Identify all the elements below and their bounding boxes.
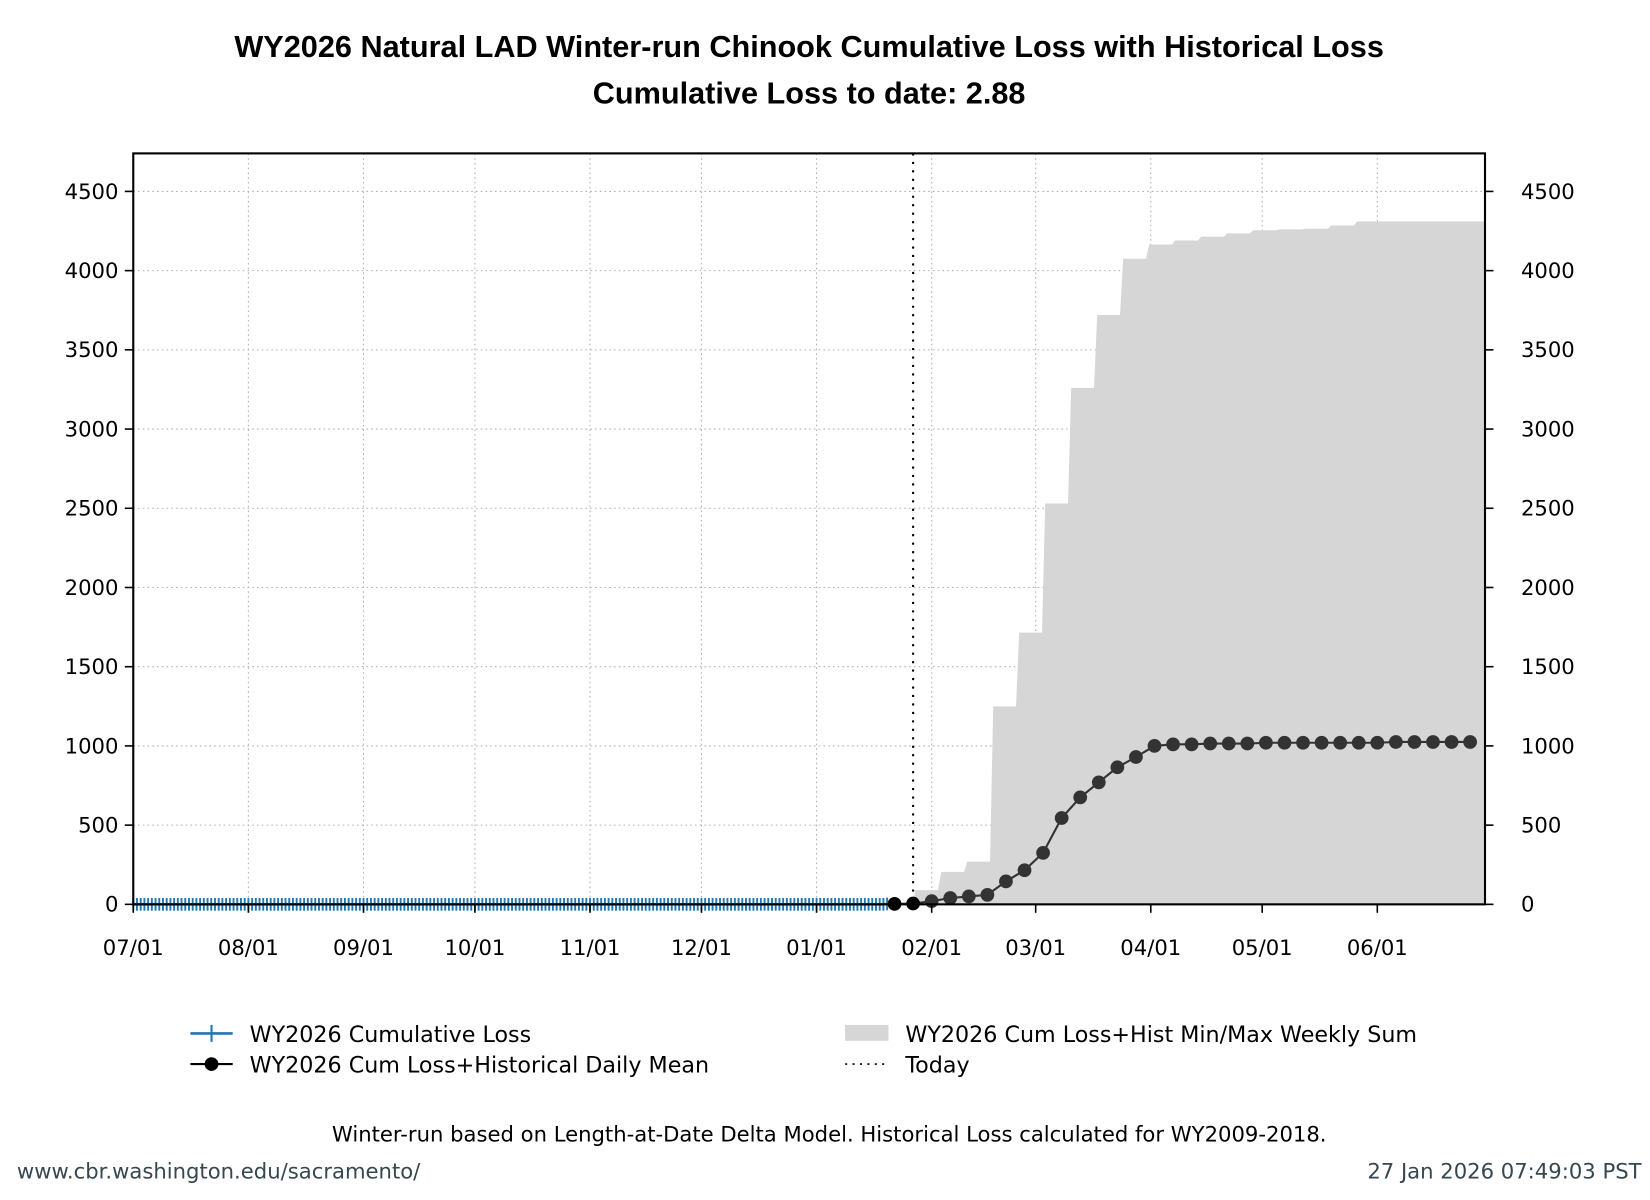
legend-gray-patch-icon [845, 1024, 889, 1041]
x-tick-label: 11/01 [560, 935, 621, 960]
legend-label: WY2026 Cumulative Loss [250, 1022, 532, 1048]
x-tick-label: 07/01 [103, 935, 164, 960]
daily-mean-point [1110, 760, 1125, 775]
daily-mean-point [1370, 735, 1385, 750]
y-tick-label-right: 1500 [1521, 654, 1575, 679]
daily-mean-point [1463, 735, 1478, 749]
x-tick-label: 12/01 [671, 935, 732, 960]
y-tick-label-right: 0 [1521, 892, 1534, 917]
y-tick-label-left: 3000 [65, 416, 119, 441]
y-tick-label-right: 3500 [1521, 337, 1575, 362]
x-tick-label: 08/01 [218, 935, 279, 960]
daily-mean-point [1388, 735, 1403, 749]
legend-item-daily-mean: WY2026 Cum Loss+Historical Daily Mean [190, 1053, 709, 1079]
chart-subtitle: Cumulative Loss to date: 2.88 [593, 77, 1026, 111]
daily-mean-point [1296, 735, 1310, 750]
daily-mean-point [1054, 811, 1069, 825]
legend: WY2026 Cumulative Loss WY2026 Cum Loss+H… [190, 1022, 1417, 1079]
x-tick-label: 01/01 [786, 935, 847, 960]
x-tick-label: 03/01 [1005, 935, 1066, 960]
daily-mean-point [943, 891, 958, 905]
daily-mean-point [1314, 735, 1329, 750]
daily-mean-point [1036, 845, 1050, 860]
daily-mean-point [980, 887, 995, 902]
legend-label: Today [904, 1053, 969, 1079]
legend-item-minmax: WY2026 Cum Loss+Hist Min/Max Weekly Sum [845, 1022, 1417, 1048]
daily-mean-point [961, 889, 976, 904]
daily-mean-point [1333, 735, 1348, 750]
chart-title: WY2026 Natural LAD Winter-run Chinook Cu… [234, 30, 1384, 64]
plot-frame [132, 152, 1487, 906]
daily-mean-point [1129, 750, 1143, 764]
y-tick-label-left: 2500 [65, 496, 119, 521]
y-tick-label-right: 4500 [1521, 179, 1575, 204]
y-tick-label-left: 4500 [65, 179, 119, 204]
minmax-area [913, 221, 1485, 905]
y-tick-label-right: 1000 [1521, 733, 1575, 758]
legend-circle-marker-icon [204, 1057, 219, 1071]
source-url[interactable]: www.cbr.washington.edu/sacramento/ [17, 1158, 421, 1183]
x-tick-label: 02/01 [901, 935, 962, 960]
y-tick-label-left: 4000 [65, 258, 119, 283]
legend-label: WY2026 Cum Loss+Historical Daily Mean [250, 1053, 709, 1079]
daily-mean-point [1166, 737, 1180, 752]
daily-mean-point [999, 874, 1013, 889]
daily-mean-point [1351, 735, 1366, 750]
daily-mean-point [1203, 736, 1218, 751]
y-tick-label-left: 1000 [65, 733, 119, 758]
daily-mean-point [1073, 790, 1088, 805]
x-tick-label: 10/01 [444, 935, 505, 960]
daily-mean-point [1426, 735, 1440, 749]
daily-mean-point [1147, 739, 1162, 753]
x-tick-label: 06/01 [1347, 935, 1408, 960]
y-tick-label-left: 1500 [65, 654, 119, 679]
daily-mean-point [1017, 863, 1032, 878]
legend-label: WY2026 Cum Loss+Hist Min/Max Weekly Sum [905, 1022, 1417, 1048]
y-tick-label-right: 4000 [1521, 258, 1575, 283]
axes: 0 0 500 500 1000 1000 1500 1500 2000 2000 2500 2500… [65, 179, 1575, 960]
daily-mean-point [1221, 736, 1236, 751]
daily-mean-point [1184, 737, 1199, 752]
y-tick-label-left: 0 [105, 892, 118, 917]
daily-mean-point [1091, 775, 1106, 790]
y-tick-label-right: 2000 [1521, 575, 1575, 600]
daily-mean-point [1259, 735, 1273, 750]
x-tick-label: 05/01 [1232, 935, 1293, 960]
minmax-area-fill [913, 221, 1485, 905]
x-tick-label: 04/01 [1120, 935, 1181, 960]
footnote: Winter-run based on Length-at-Date Delta… [332, 1121, 1327, 1146]
y-tick-label-left: 500 [78, 813, 118, 838]
y-tick-label-right: 3000 [1521, 416, 1575, 441]
y-tick-label-left: 3500 [65, 337, 119, 362]
timestamp: 27 Jan 2026 07:49:03 PST [1367, 1158, 1641, 1183]
daily-mean-point [1277, 735, 1292, 750]
legend-item-today: Today [845, 1053, 970, 1079]
legend-item-cum-loss: WY2026 Cumulative Loss [190, 1022, 531, 1048]
daily-mean-point [1407, 735, 1422, 749]
daily-mean-point [1444, 735, 1459, 749]
x-tick-label: 09/01 [333, 935, 394, 960]
y-tick-label-right: 2500 [1521, 496, 1575, 521]
daily-mean-point [1240, 736, 1255, 751]
y-tick-label-right: 500 [1521, 813, 1561, 838]
y-tick-label-left: 2000 [65, 575, 119, 600]
